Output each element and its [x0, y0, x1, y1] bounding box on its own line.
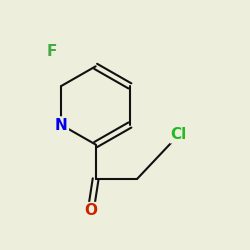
Text: F: F [46, 44, 57, 59]
Text: O: O [84, 203, 97, 218]
Text: Cl: Cl [171, 127, 187, 142]
Text: N: N [55, 118, 68, 132]
